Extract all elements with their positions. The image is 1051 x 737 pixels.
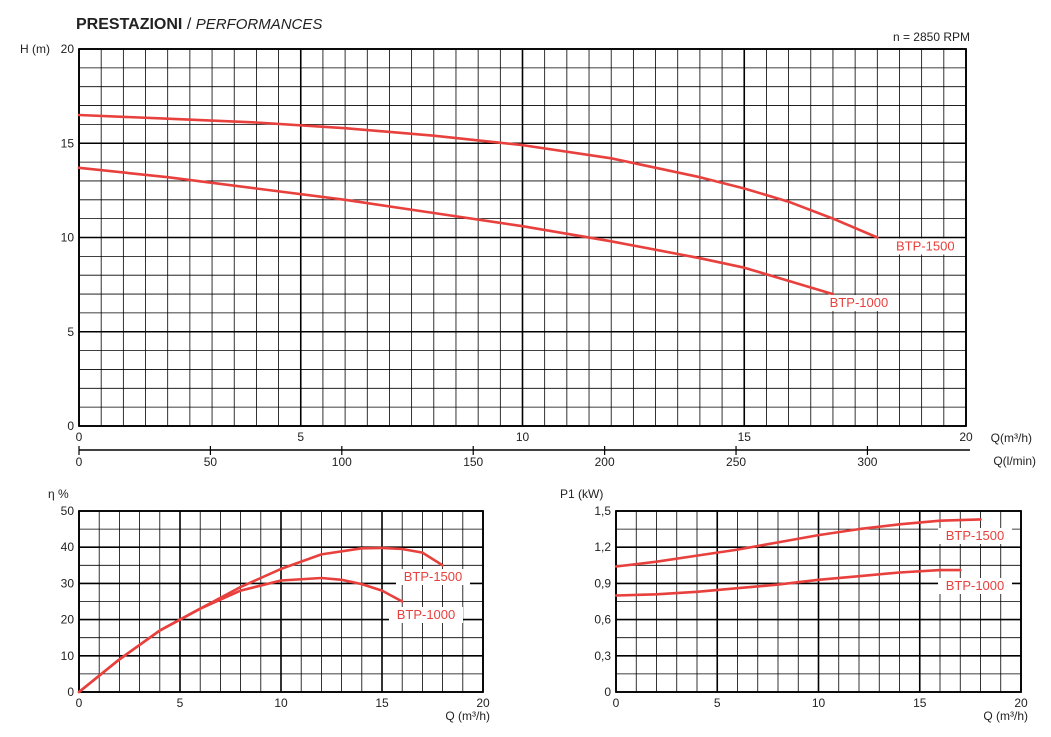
- y-tick-label: 20: [61, 613, 75, 627]
- y-tick-label: 30: [61, 576, 75, 590]
- x-tick-label: 0: [613, 696, 620, 710]
- x-tick-label: 20: [959, 430, 973, 444]
- secondary-tick-label: 300: [857, 455, 877, 469]
- series-line-btp-1000: [77, 576, 404, 694]
- series-line-btp-1500: [77, 113, 879, 239]
- y-tick-label: 0,9: [594, 576, 611, 590]
- y-tick-label: 0,6: [594, 613, 611, 627]
- x-tick-label: 10: [274, 696, 288, 710]
- series-label-btp-1500: BTP-1500: [946, 528, 1005, 543]
- secondary-tick-label: 100: [332, 455, 352, 469]
- x-tick-label: 5: [297, 430, 304, 444]
- title-bold: PRESTAZIONI: [76, 16, 183, 33]
- x-tick-label: 5: [177, 696, 184, 710]
- x-axis-label: Q (m³/h): [983, 709, 1028, 723]
- y-tick-label: 10: [61, 649, 75, 663]
- y-axis-label: H (m): [20, 42, 50, 56]
- label-bg: [938, 528, 1012, 544]
- x-tick-label: 20: [476, 696, 490, 710]
- label-bg: [820, 295, 897, 312]
- series-line-btp-1000: [77, 166, 835, 296]
- secondary-tick-label: 200: [595, 455, 615, 469]
- label-bg: [389, 607, 463, 623]
- series-label-btp-1500: BTP-1500: [404, 569, 463, 584]
- series-line-btp-1500: [614, 518, 982, 568]
- series-label-btp-1500: BTP-1500: [896, 239, 955, 254]
- y-tick-label: 0: [604, 685, 611, 699]
- y-axis-label: P1 (kW): [560, 487, 603, 501]
- series-label-btp-1000: BTP-1000: [946, 578, 1005, 593]
- y-tick-label: 50: [61, 504, 75, 518]
- x-tick-label: 10: [516, 430, 530, 444]
- label-bg: [938, 578, 1012, 594]
- x-axis-label: Q(m³/h): [991, 431, 1032, 445]
- x-axis-label: Q (m³/h): [445, 709, 490, 723]
- x-tick-label: 10: [812, 696, 826, 710]
- plot-frame: [78, 510, 484, 693]
- y-tick-label: 5: [67, 325, 74, 339]
- x-tick-label: 15: [375, 696, 389, 710]
- y-tick-label: 15: [61, 136, 75, 150]
- title-italic: PERFORMANCES: [195, 16, 323, 33]
- y-tick-label: 0,3: [594, 649, 611, 663]
- y-axis-label: η %: [48, 487, 69, 501]
- x-tick-label: 0: [76, 430, 83, 444]
- x-tick-label: 15: [738, 430, 752, 444]
- y-tick-label: 1,2: [594, 540, 611, 554]
- label-bg: [396, 569, 470, 585]
- y-tick-label: 0: [67, 685, 74, 699]
- chart-efficiency: [77, 510, 484, 694]
- secondary-tick-label: 0: [76, 455, 83, 469]
- x-tick-label: 15: [913, 696, 927, 710]
- title-separator: /: [182, 16, 196, 33]
- x-tick-label: 0: [76, 696, 83, 710]
- y-tick-label: 1,5: [594, 504, 611, 518]
- chart-power: [614, 510, 1022, 693]
- x-tick-label: 20: [1014, 696, 1028, 710]
- x-tick-label: 5: [714, 696, 721, 710]
- series-label-btp-1000: BTP-1000: [830, 295, 889, 310]
- secondary-tick-label: 250: [726, 455, 746, 469]
- chart-head: [77, 48, 967, 427]
- secondary-tick-label: 50: [204, 455, 218, 469]
- secondary-tick-label: 150: [463, 455, 483, 469]
- y-tick-label: 10: [61, 231, 75, 245]
- label-bg: [887, 238, 964, 255]
- y-tick-label: 20: [61, 42, 75, 56]
- series-label-btp-1000: BTP-1000: [397, 607, 456, 622]
- y-tick-label: 0: [67, 419, 74, 433]
- plot-frame: [78, 48, 967, 427]
- series-line-btp-1000: [614, 568, 962, 597]
- chart-title: PRESTAZIONI / PERFORMANCES: [76, 16, 322, 34]
- secondary-axis-label: Q(l/min): [993, 454, 1036, 468]
- speed-label: n = 2850 RPM: [892, 30, 970, 44]
- y-tick-label: 40: [61, 540, 75, 554]
- plot-frame: [615, 510, 1022, 693]
